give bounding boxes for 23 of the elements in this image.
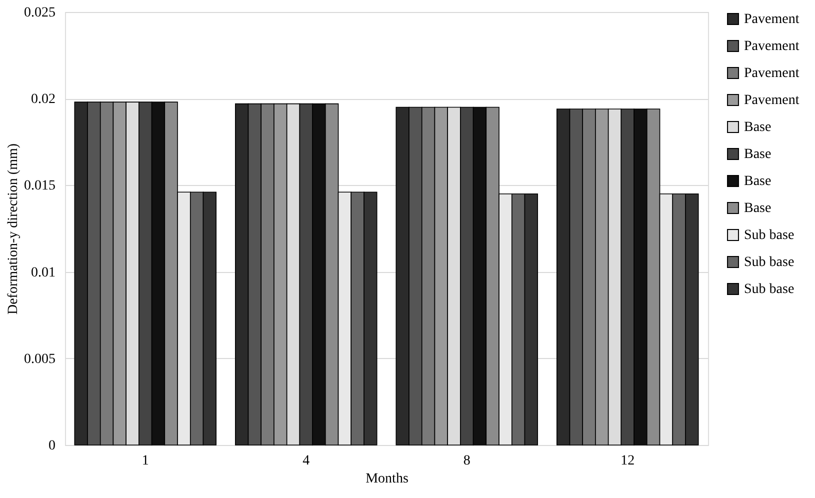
x-tick-label: 12	[620, 454, 635, 468]
legend-label: Sub base	[744, 282, 794, 297]
y-tick-label: 0.015	[24, 178, 56, 194]
y-tick-label: 0	[48, 438, 56, 454]
legend-label: Base	[744, 201, 772, 216]
y-tick-label: 0.025	[24, 6, 56, 20]
legend-label: Sub base	[744, 228, 794, 243]
y-tick-label: 0.01	[31, 265, 56, 280]
x-tick-label: 4	[302, 454, 310, 468]
legend-label: Pavement	[744, 66, 800, 81]
y-tick-label: 0.005	[24, 352, 56, 367]
legend-label: Sub base	[744, 255, 794, 270]
legend-label: Pavement	[744, 39, 800, 54]
legend-label: Base	[744, 147, 772, 162]
legend-label: Base	[744, 174, 772, 189]
x-tick-label: 8	[463, 454, 470, 468]
y-tick-label: 0.02	[31, 92, 56, 108]
y-axis-title: Deformation-y direction (mm)	[6, 143, 21, 315]
legend-label: Base	[744, 120, 772, 135]
legend-label: Pavement	[744, 12, 800, 27]
x-axis-title: Months	[366, 472, 408, 486]
legend-label: Pavement	[744, 93, 800, 108]
x-tick-label: 1	[142, 454, 149, 468]
